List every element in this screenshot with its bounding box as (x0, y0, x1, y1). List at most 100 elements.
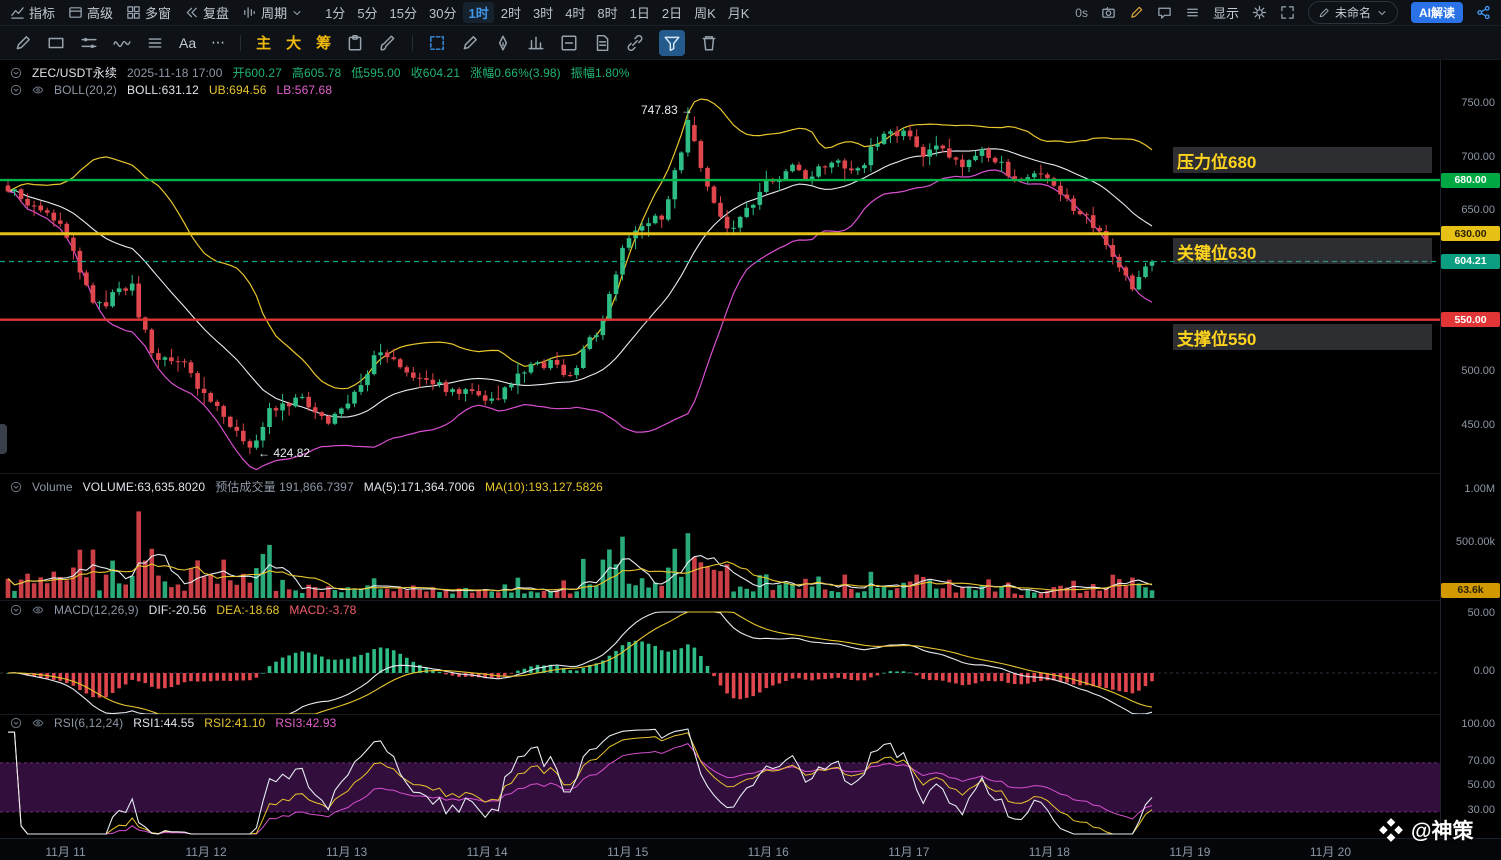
list-icon[interactable] (1185, 5, 1200, 20)
timeframe-group: 1分 5分 15分 30分 1时 2时 3时 4时 8时 1日 2日 周K 月K (320, 2, 754, 23)
macd-axis-label: 50.00 (1467, 607, 1495, 619)
band-label: 支撑位550 (1177, 329, 1257, 349)
tool-pencil-2[interactable] (461, 34, 479, 52)
share-icon[interactable] (1476, 5, 1491, 20)
chevron-down-icon (1376, 7, 1388, 19)
legend-value: 高605.78 (291, 66, 342, 80)
tool-draw-lines[interactable] (80, 34, 98, 52)
topbar-multi-window[interactable]: 多窗 (126, 3, 171, 22)
display-button[interactable]: 显示 (1212, 6, 1239, 21)
tool-clipboard[interactable] (346, 34, 364, 52)
watermark: @神策 (1378, 815, 1473, 845)
chevron-circle-icon[interactable] (10, 604, 22, 616)
topbar-right-group: 0s 显示 未命名 AI解读 (1075, 1, 1491, 24)
topbar-left-group: 指标 高级 多窗 复盘 周期 (10, 3, 303, 22)
edit-pencil-icon[interactable] (1129, 5, 1144, 20)
layout-name-pill[interactable]: 未命名 (1307, 1, 1398, 24)
chip-1[interactable]: 大 (286, 35, 302, 52)
legend-value: 振幅1.80% (570, 66, 630, 80)
eye-icon[interactable] (32, 84, 44, 96)
chip-0[interactable]: 主 (256, 35, 272, 52)
tool-draw-wave[interactable] (113, 34, 131, 52)
tool-draw-text[interactable]: Aa (179, 34, 197, 51)
price-axis-label: 700.00 (1461, 150, 1495, 163)
eye-icon[interactable] (32, 717, 44, 729)
volume-axis-label: 1.00M (1464, 483, 1495, 495)
time-axis-label: 11月 17 (888, 845, 930, 859)
tool-filter[interactable] (659, 29, 686, 56)
timeframe-button[interactable]: 2日 (661, 6, 683, 21)
left-panel-toggle[interactable] (0, 424, 7, 454)
timeframe-button[interactable]: 3时 (532, 6, 554, 21)
time-axis-label: 11月 19 (1169, 845, 1211, 859)
price-axis-label: 750.00 (1461, 97, 1495, 109)
timeframe-button[interactable]: 1分 (325, 6, 346, 21)
timeframe-button[interactable]: 周K (694, 6, 716, 21)
tool-brush[interactable] (379, 34, 397, 52)
rsi-axis-label: 70.00 (1467, 754, 1495, 767)
chevron-circle-icon[interactable] (10, 67, 22, 79)
time-axis[interactable]: 11月 11 11月 12 11月 13 11月 14 11月 15 11月 16 11月 … (0, 838, 1501, 860)
timeframe-button[interactable]: 30分 (429, 6, 457, 21)
chevron-circle-icon[interactable] (10, 717, 22, 729)
edit-icon (1318, 7, 1330, 19)
chat-icon[interactable] (1157, 5, 1172, 20)
legend-value: RSI1:44.55 (133, 716, 195, 730)
timeframe-button[interactable]: 15分 (389, 6, 418, 21)
chevron-circle-icon[interactable] (10, 481, 22, 493)
legend-value: RSI(6,12,24) (54, 716, 124, 730)
eye-icon[interactable] (32, 604, 44, 616)
legend-value: VOLUME:63,635.8020 (82, 479, 206, 494)
price-level-badge: 680.00 (1441, 172, 1500, 188)
chevron-circle-icon[interactable] (10, 84, 22, 96)
time-axis-label: 11月 16 (747, 845, 789, 859)
price-level-badge: 604.21 (1441, 253, 1500, 269)
topbar-advanced[interactable]: 高级 (68, 3, 113, 22)
tool-draw-pencil[interactable] (14, 34, 32, 52)
macd-legend-row: MACD(12,26,9) DIF:-20.56 DEA:-18.68 MACD:-3… (10, 603, 356, 617)
tool-pattern-bars[interactable] (527, 34, 545, 52)
topbar-period[interactable]: 周期 (242, 3, 303, 22)
tool-draw-more[interactable]: ⋯ (211, 34, 226, 50)
tool-attach[interactable] (626, 34, 644, 52)
camera-icon[interactable] (1101, 5, 1116, 20)
timeframe-button[interactable]: 月K (727, 6, 750, 21)
timeframe-button[interactable]: 8时 (597, 6, 618, 21)
timeframe-button[interactable]: 1时 (463, 2, 494, 23)
topbar-indicators[interactable]: 指标 (10, 3, 55, 22)
expand-icon[interactable] (1280, 5, 1295, 20)
time-axis-label: 11月 14 (466, 845, 508, 859)
ai-interpret-button[interactable]: AI解读 (1410, 2, 1463, 23)
advanced-icon (68, 5, 83, 20)
tool-box[interactable] (560, 34, 578, 52)
tool-trash[interactable] (700, 34, 718, 52)
legend-value: DEA:-18.68 (216, 603, 280, 617)
legend-value: 涨幅0.66%(3.98) (470, 66, 561, 80)
timeframe-button[interactable]: 1日 (629, 6, 650, 21)
tool-draw-list[interactable] (146, 34, 164, 52)
topbar-item-label: 高级 (87, 6, 114, 21)
tool-pen[interactable] (494, 34, 512, 52)
toolbar-separator (240, 34, 242, 51)
rsi-legend-row: RSI(6,12,24) RSI1:44.55 RSI2:41.10 RSI3:42.… (10, 716, 336, 730)
rsi-axis-label: 30.00 (1467, 804, 1495, 816)
timeframe-button[interactable]: 2时 (500, 6, 521, 21)
tool-draw-rect[interactable] (47, 34, 65, 52)
gear-icon[interactable] (1252, 5, 1267, 20)
legend-value: BOLL:631.12 (127, 83, 199, 97)
volume-legend-row: Volume VOLUME:63,635.8020 预估成交量 191,866.73… (10, 478, 603, 495)
time-axis-label: 11月 15 (607, 845, 649, 859)
legend-value: 2025-11-18 17:00 (127, 65, 223, 80)
topbar-replay[interactable]: 复盘 (184, 3, 229, 22)
pane-separator (0, 473, 1440, 474)
rsi-axis-label: 50.00 (1467, 779, 1495, 792)
price-axis-label: 500.00 (1461, 365, 1495, 378)
chip-2[interactable]: 筹 (316, 35, 332, 52)
tool-select-region[interactable] (428, 34, 446, 52)
timeframe-button[interactable]: 4时 (565, 6, 586, 21)
timeframe-button[interactable]: 5分 (357, 6, 378, 21)
volume-badge: 63.6k (1441, 582, 1500, 598)
time-axis-label: 11月 11 (45, 845, 86, 859)
tool-document[interactable] (593, 34, 611, 52)
